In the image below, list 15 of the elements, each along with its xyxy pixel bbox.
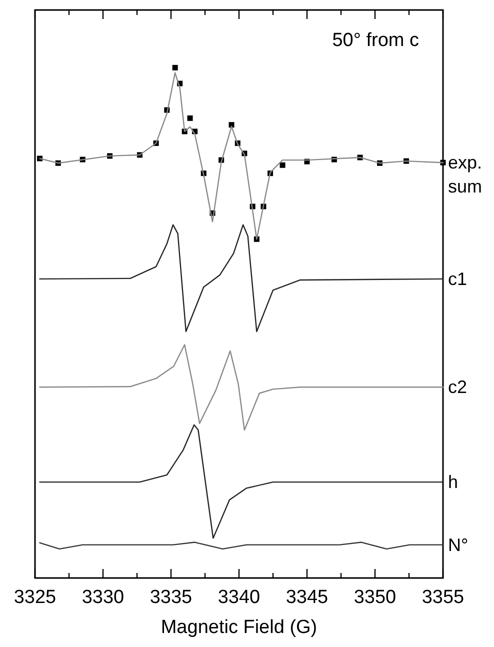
x-tick-label: 3345 <box>286 587 328 608</box>
x-tick-label: 3330 <box>82 587 124 608</box>
series-label: N° <box>448 534 468 555</box>
series-label: exp. <box>448 152 482 173</box>
x-axis-title: Magnetic Field (G) <box>160 617 318 638</box>
x-tick-label: 3350 <box>354 587 396 608</box>
series-label: c1 <box>448 268 468 289</box>
series-label: c2 <box>448 377 468 398</box>
series-label: sum <box>448 176 482 197</box>
x-tick-label: 3340 <box>218 587 260 608</box>
x-tick-label: 3355 <box>422 587 464 608</box>
text: 50° from c <box>332 30 419 51</box>
x-tick-label: 3325 <box>14 587 56 608</box>
x-tick-label: 3335 <box>150 587 192 608</box>
series-label: h <box>448 472 458 492</box>
